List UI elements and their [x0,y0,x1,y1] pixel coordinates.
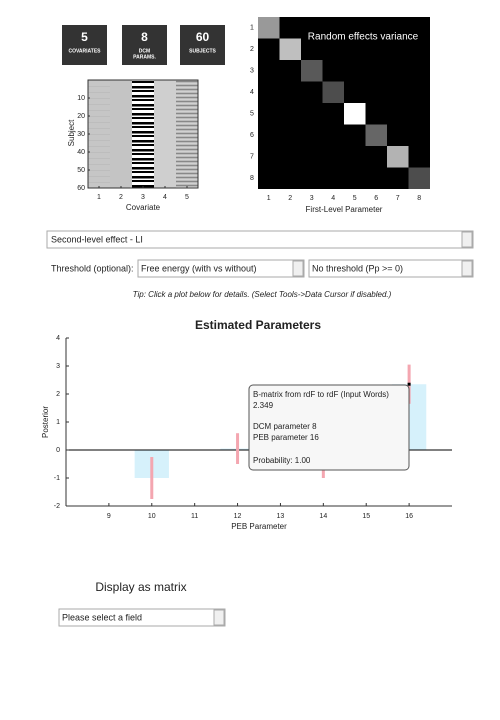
y-tick-label: 1 [56,419,60,426]
y-tick-label: 3 [250,68,254,75]
x-tick-label: 13 [277,513,285,520]
x-tick-label: 12 [234,513,242,520]
y-tick-label: 30 [77,131,85,138]
y-tick-label: 3 [56,363,60,370]
matrix-cell [279,38,301,60]
y-tick-label: 5 [250,111,254,118]
x-tick-label: 10 [148,513,156,520]
dropdown-button[interactable] [461,231,473,248]
matrix-cell [387,146,409,168]
x-tick-label: 4 [163,194,167,201]
method-dropdown[interactable] [137,259,305,278]
summary-box [62,25,107,65]
y-tick-label: 4 [250,89,254,96]
x-tick-label: 6 [374,195,378,202]
chart-title: Estimated Parameters [195,318,321,332]
summary-label: COVARIATES [68,48,101,54]
y-tick-label: -1 [54,475,60,482]
summary-value: 5 [81,30,88,44]
y-tick-label: 4 [56,335,60,342]
matrix-cell [258,17,280,39]
matrix-title: Random effects variance [308,32,419,43]
x-tick-label: 1 [97,194,101,201]
y-tick-label: 6 [250,132,254,139]
summary-box [122,25,167,65]
y-tick-label: 20 [77,113,85,120]
x-tick-label: 7 [396,195,400,202]
summary-label: SUBJECTS [189,48,216,54]
matrix-cell [301,60,323,82]
tooltip-line: 2.349 [253,401,274,410]
y-tick-label: 2 [56,391,60,398]
y-tick-label: 50 [77,167,85,174]
summary-box [180,25,225,65]
matrix-cell [322,81,344,103]
y-tick-label: 40 [77,149,85,156]
effect-dropdown[interactable] [46,230,474,249]
threshold-dropdown[interactable] [308,259,474,278]
y-tick-label: 10 [77,95,85,102]
tooltip-line: Probability: 1.00 [253,456,311,465]
threshold-select[interactable]: No threshold (Pp >= 0) [312,263,403,273]
summary-label: DCM [139,48,150,54]
x-tick-label: 1 [267,195,271,202]
y-tick-label: 1 [250,25,254,32]
matrix-cell [365,124,387,146]
matrix-cell [344,103,366,125]
summary-value: 8 [141,30,148,44]
dropdown-button[interactable] [213,609,225,626]
y-tick-label: 2 [250,46,254,53]
data-cursor [407,382,411,386]
matrix-title: Display as matrix [95,580,186,594]
summary-value: 60 [196,30,210,44]
x-tick-label: 5 [353,195,357,202]
x-axis-label: PEB Parameter [231,522,287,531]
field-dropdown[interactable] [58,608,226,627]
dropdown-button[interactable] [461,260,473,277]
y-tick-label: 0 [56,447,60,454]
x-tick-label: 3 [310,195,314,202]
matrix-cell [408,167,430,189]
method-select[interactable]: Free energy (with vs without) [141,263,257,273]
y-axis-label: Posterior [41,406,50,438]
dropdown-button[interactable] [292,260,304,277]
x-tick-label: 5 [185,194,189,201]
x-tick-label: 9 [107,513,111,520]
summary-label: PARAMS. [133,54,156,60]
y-tick-label: -2 [54,503,60,510]
effect-select[interactable]: Second-level effect - LI [51,234,143,244]
y-axis-label: Subject [67,119,76,146]
covariate-image [88,80,198,188]
x-tick-label: 11 [191,513,198,520]
field-select[interactable]: Please select a field [62,612,142,622]
x-tick-label: 2 [119,194,123,201]
x-tick-label: 14 [319,513,327,520]
tooltip-line: DCM parameter 8 [253,422,317,431]
y-tick-label: 7 [250,154,254,161]
x-tick-label: 4 [331,195,335,202]
x-axis-label: Covariate [126,203,161,212]
x-tick-label: 16 [405,513,413,520]
x-tick-label: 8 [417,195,421,202]
tooltip-line: B-matrix from rdF to rdF (Input Words) [253,390,389,399]
x-tick-label: 15 [362,513,370,520]
threshold-label: Threshold (optional): [51,263,134,273]
y-tick-label: 60 [77,185,85,192]
tip: Tip: Click a plot below for details. (Se… [133,290,392,299]
x-axis-label: First-Level Parameter [306,205,383,214]
x-tick-label: 2 [288,195,292,202]
tooltip-box [248,384,410,471]
y-tick-label: 8 [250,175,254,182]
tooltip-line: PEB parameter 16 [253,433,319,442]
x-tick-label: 3 [141,194,145,201]
